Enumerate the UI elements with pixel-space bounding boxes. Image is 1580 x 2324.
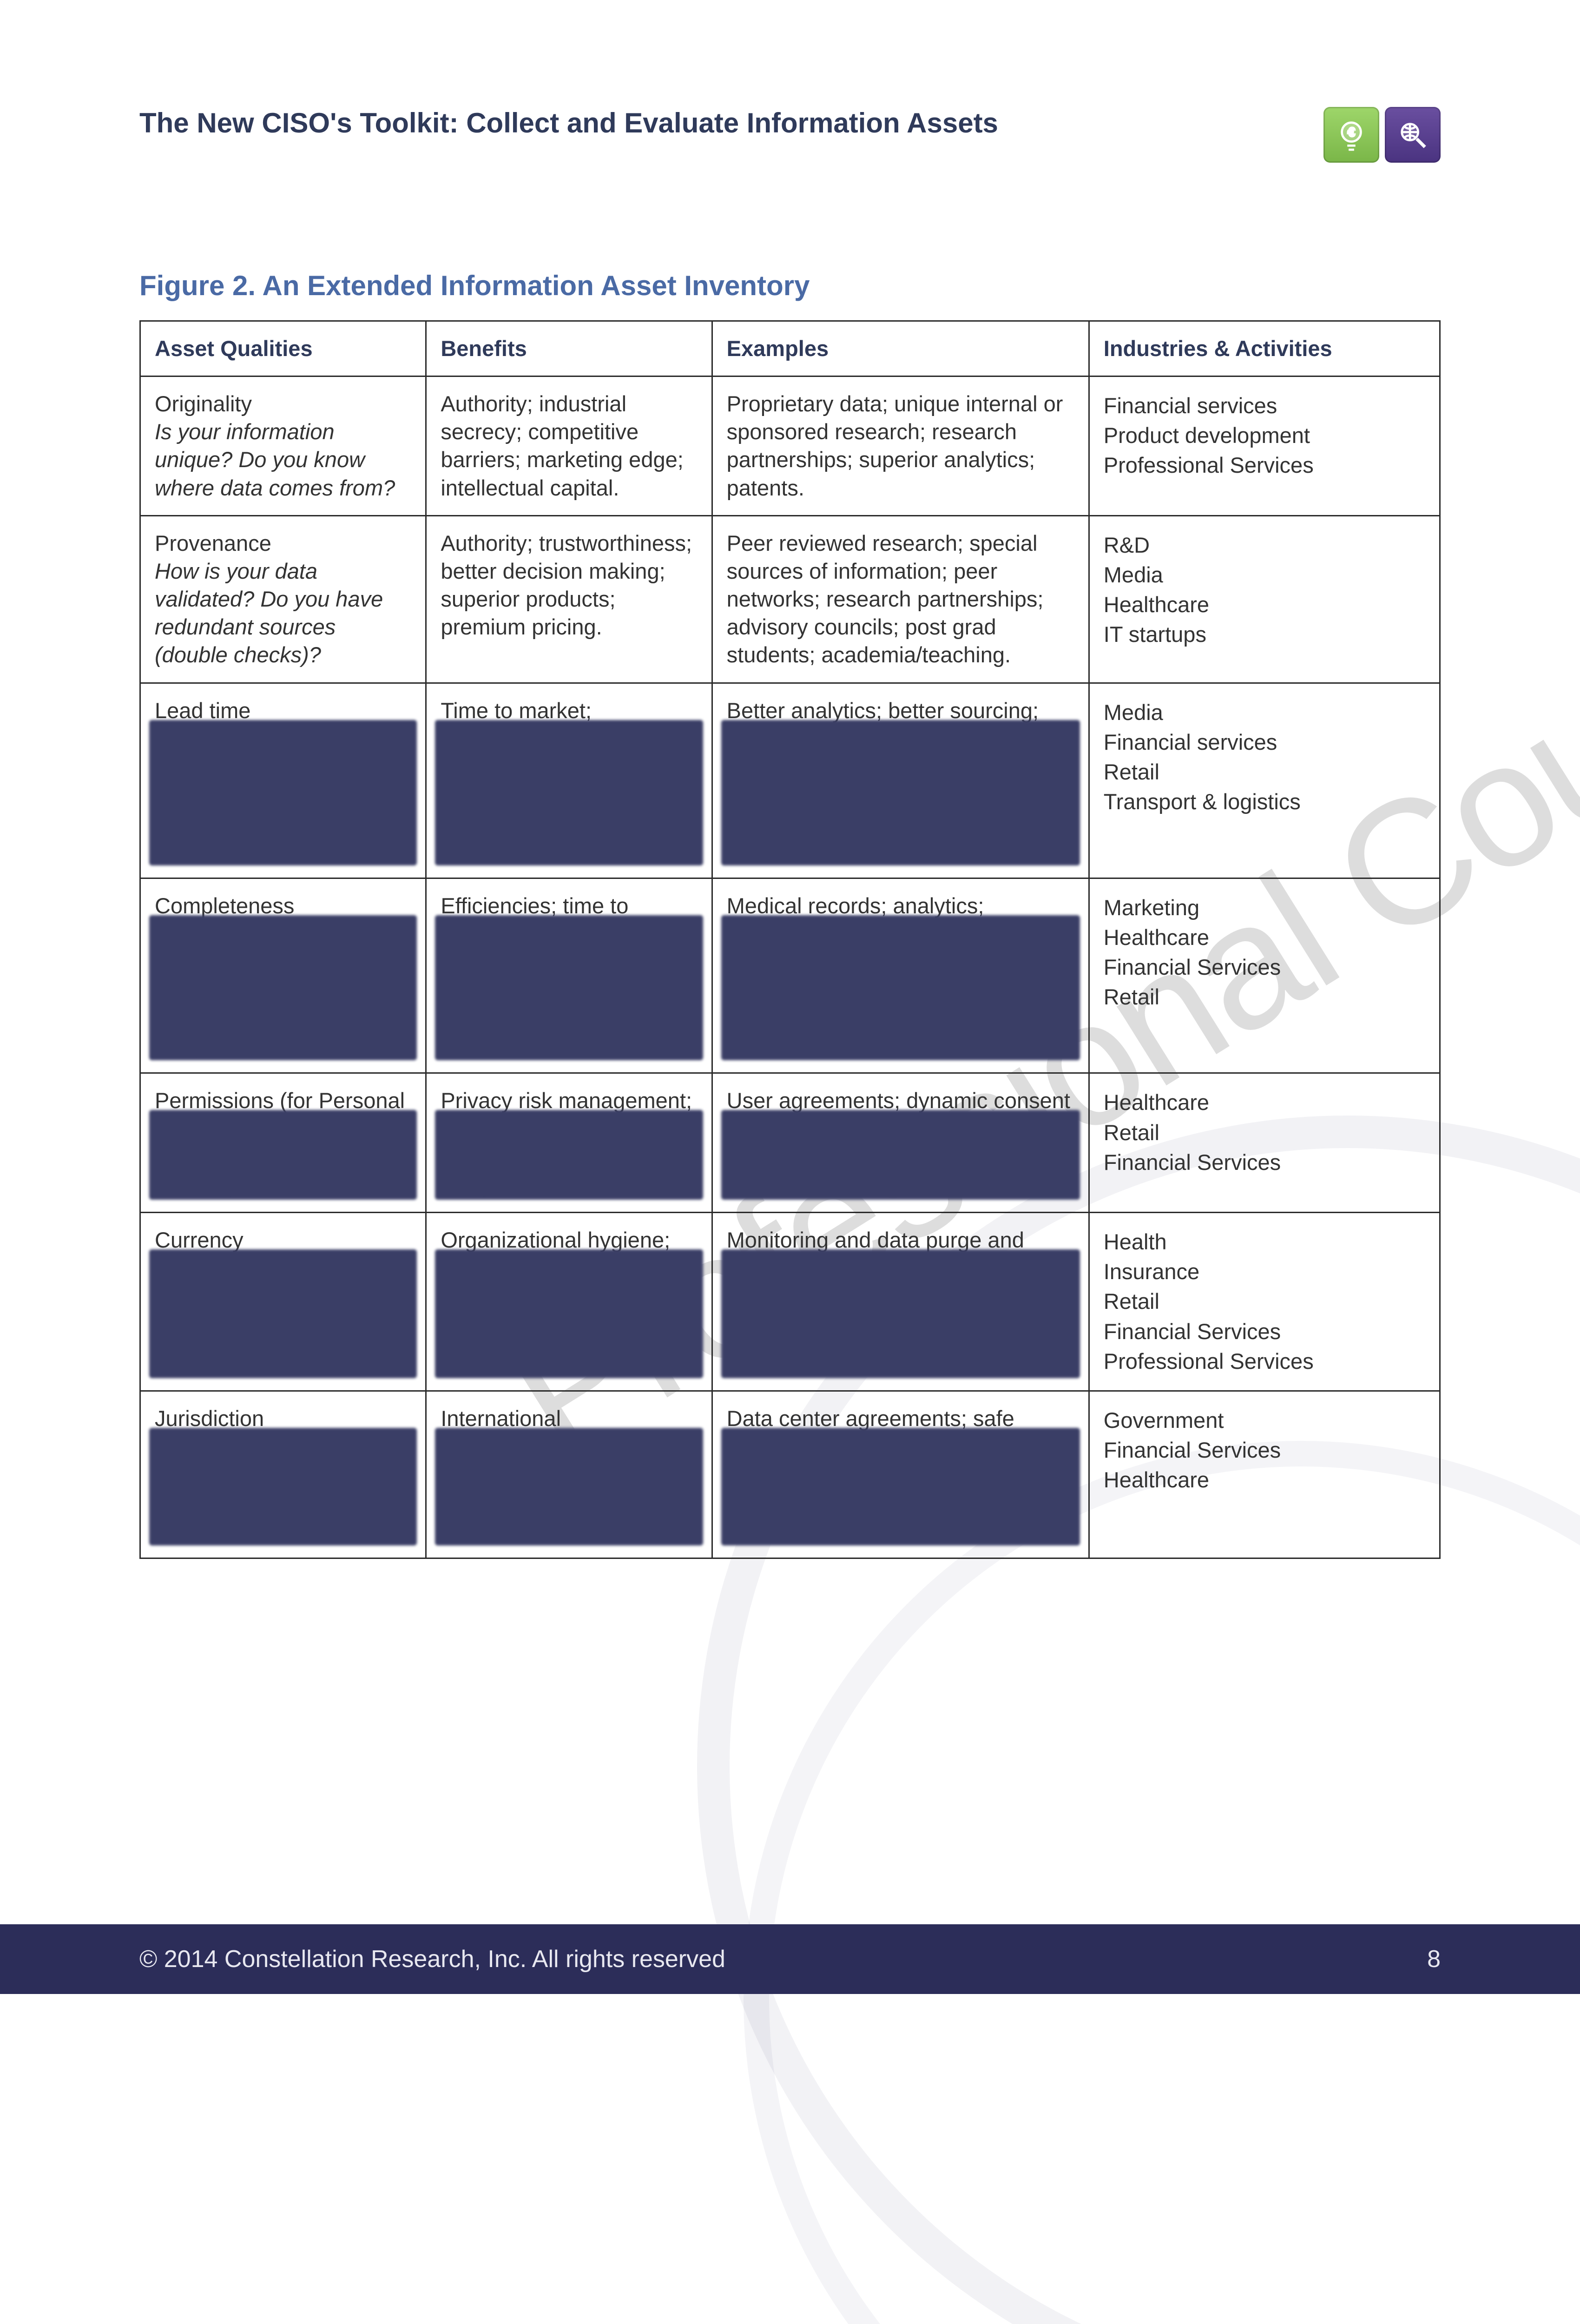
redaction-block (435, 1249, 703, 1378)
industry-line: Health (1104, 1228, 1425, 1256)
redaction-block (721, 1428, 1080, 1545)
industry-line: Healthcare (1104, 1466, 1425, 1494)
industry-line: Professional Services (1104, 1347, 1425, 1375)
industry-line: Financial Services (1104, 1318, 1425, 1346)
cell-examples: Peer reviewed research; special sources … (712, 515, 1089, 683)
th-asset-qualities: Asset Qualities (140, 321, 426, 376)
cell-benefits: Authority; trustworthiness; better decis… (426, 515, 712, 683)
header-icons: € (1323, 107, 1441, 163)
industry-line: Retail (1104, 1119, 1425, 1147)
cell-industries: HealthInsuranceRetail Financial ServicesP… (1089, 1213, 1440, 1391)
table-row: Lead timeHow far in advance is a compara… (140, 683, 1440, 878)
cell-benefits: Organizational hygiene; productivity; pl… (426, 1213, 712, 1391)
magnifier-globe-icon (1385, 107, 1441, 163)
industry-line: Financial Services (1104, 1436, 1425, 1464)
industry-line: R&D (1104, 531, 1425, 559)
lightbulb-euro-icon: € (1323, 107, 1379, 163)
quality-subtext: Is your information unique? Do you know … (155, 418, 411, 502)
table-row: JurisdictionDo you know where your data … (140, 1391, 1440, 1558)
redaction-block (149, 915, 417, 1061)
cell-examples: User agreements; dynamic consent managem… (712, 1073, 1089, 1213)
industry-line: Healthcare (1104, 591, 1425, 619)
figure-title: Figure 2. An Extended Information Asset … (139, 270, 1441, 302)
th-examples: Examples (712, 321, 1089, 376)
cell-examples: Medical records; analytics; customer pro… (712, 878, 1089, 1073)
footer-bar: © 2014 Constellation Research, Inc. All … (0, 1924, 1580, 1994)
cell-asset-quality: CompletenessAre there gaps in your data … (140, 878, 426, 1073)
cell-industries: MediaFinancial servicesRetailTransport &… (1089, 683, 1440, 878)
table-header-row: Asset Qualities Benefits Examples Indust… (140, 321, 1440, 376)
cell-benefits: International competitiveness; complianc… (426, 1391, 712, 1558)
cell-asset-quality: JurisdictionDo you know where your data … (140, 1391, 426, 1558)
cell-industries: Financial servicesProduct developmentPro… (1089, 376, 1440, 516)
table-row: ProvenanceHow is your data validated? Do… (140, 515, 1440, 683)
table-row: CompletenessAre there gaps in your data … (140, 878, 1440, 1073)
cell-examples: Monitoring and data purge and refresh. (712, 1213, 1089, 1391)
page-number: 8 (1427, 1945, 1441, 1973)
redaction-block (149, 1428, 417, 1545)
redaction-block (149, 720, 417, 865)
redaction-block (435, 720, 703, 865)
table-row: Permissions (for Personal Information)Do… (140, 1073, 1440, 1213)
industry-line: Retail (1104, 983, 1425, 1011)
cell-industries: Healthcare RetailFinancial Services (1089, 1073, 1440, 1213)
cell-asset-quality: Lead timeHow far in advance is a compara… (140, 683, 426, 878)
industry-line: Professional Services (1104, 451, 1425, 479)
industry-line: Financial services (1104, 392, 1425, 420)
cell-industries: R&DMediaHealthcareIT startups (1089, 515, 1440, 683)
cell-examples: Proprietary data; unique internal or spo… (712, 376, 1089, 516)
redaction-block (721, 1249, 1080, 1378)
redaction-block (149, 1249, 417, 1378)
quality-title: Originality (155, 390, 411, 418)
industry-line: Government (1104, 1406, 1425, 1434)
industry-line: Media (1104, 561, 1425, 589)
table-row: OriginalityIs your information unique? D… (140, 376, 1440, 516)
cell-industries: GovernmentFinancial ServicesHealthcare (1089, 1391, 1440, 1558)
industry-line: Transport & logistics (1104, 788, 1425, 816)
redaction-block (435, 915, 703, 1061)
cell-benefits: Efficiencies; time to market; avoided co… (426, 878, 712, 1073)
redaction-block (721, 720, 1080, 865)
cell-asset-quality: CurrencyIs the data up to date? Think ab… (140, 1213, 426, 1391)
cell-examples: Better analytics; better sourcing; bette… (712, 683, 1089, 878)
document-title: The New CISO's Toolkit: Collect and Eval… (139, 107, 998, 139)
bg-arc-2 (744, 1441, 1580, 2324)
cell-asset-quality: Permissions (for Personal Information)Do… (140, 1073, 426, 1213)
table-row: CurrencyIs the data up to date? Think ab… (140, 1213, 1440, 1391)
industry-line: Media (1104, 699, 1425, 726)
redaction-block (435, 1428, 703, 1545)
th-benefits: Benefits (426, 321, 712, 376)
quality-title: Provenance (155, 529, 411, 557)
cell-asset-quality: OriginalityIs your information unique? D… (140, 376, 426, 516)
redaction-block (721, 915, 1080, 1061)
industry-line: Healthcare (1104, 1089, 1425, 1116)
cell-benefits: Time to market; competitive edge; pricin… (426, 683, 712, 878)
industry-line: Healthcare (1104, 924, 1425, 951)
th-industries: Industries & Activities (1089, 321, 1440, 376)
cell-examples: Data center agreements; safe harbor. (712, 1391, 1089, 1558)
cell-asset-quality: ProvenanceHow is your data validated? Do… (140, 515, 426, 683)
industry-line: Retail (1104, 1287, 1425, 1315)
quality-subtext: How is your data validated? Do you have … (155, 557, 411, 669)
cell-benefits: Privacy risk management; public trust; b… (426, 1073, 712, 1213)
cell-industries: MarketingHealthcareFinancial ServicesRet… (1089, 878, 1440, 1073)
industry-line: Financial Services (1104, 1149, 1425, 1176)
industry-line: Insurance (1104, 1258, 1425, 1286)
industry-line: IT startups (1104, 621, 1425, 648)
industry-line: Financial Services (1104, 953, 1425, 981)
industry-line: Retail (1104, 758, 1425, 786)
asset-inventory-table: Asset Qualities Benefits Examples Indust… (139, 320, 1441, 1559)
redaction-block (435, 1110, 703, 1200)
cell-benefits: Authority; industrial secrecy; competiti… (426, 376, 712, 516)
industry-line: Marketing (1104, 894, 1425, 922)
svg-text:€: € (1348, 125, 1355, 139)
industry-line: Product development (1104, 422, 1425, 449)
copyright-text: © 2014 Constellation Research, Inc. All … (139, 1945, 725, 1973)
industry-line: Financial services (1104, 728, 1425, 756)
redaction-block (721, 1110, 1080, 1200)
redaction-block (149, 1110, 417, 1200)
